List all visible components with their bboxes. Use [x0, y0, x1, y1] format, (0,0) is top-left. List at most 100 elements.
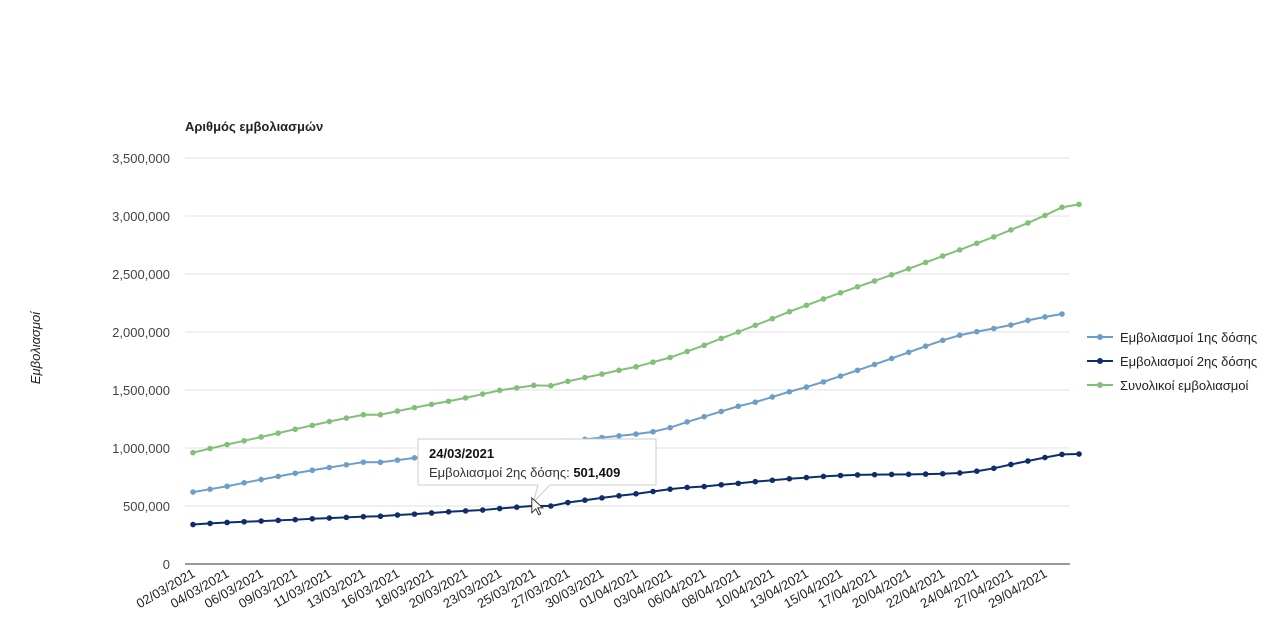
data-point[interactable] [326, 418, 333, 425]
data-point[interactable] [343, 462, 350, 468]
data-point[interactable] [701, 413, 707, 420]
data-point[interactable] [803, 302, 810, 309]
data-point[interactable] [479, 391, 486, 397]
data-point[interactable] [820, 473, 827, 480]
data-point[interactable] [803, 384, 810, 390]
data-point[interactable] [275, 473, 281, 480]
data-point[interactable] [633, 364, 639, 370]
data-point[interactable] [888, 471, 895, 478]
data-point[interactable] [411, 511, 418, 517]
data-point[interactable] [1025, 458, 1031, 464]
data-point[interactable] [803, 474, 810, 481]
data-point[interactable] [871, 471, 878, 478]
data-point[interactable] [582, 374, 588, 381]
data-point[interactable] [991, 465, 997, 472]
data-point[interactable] [786, 308, 793, 315]
data-point[interactable] [974, 468, 980, 475]
data-point[interactable] [991, 234, 997, 240]
data-point[interactable] [769, 315, 776, 322]
data-point[interactable] [292, 426, 299, 433]
data-point[interactable] [1042, 454, 1048, 461]
data-point[interactable] [479, 507, 486, 513]
data-point[interactable] [718, 335, 725, 342]
data-point[interactable] [565, 378, 571, 385]
data-point[interactable] [445, 509, 452, 515]
legend-item[interactable]: Συνολικοί εμβολιασμοί [1087, 378, 1248, 393]
data-point[interactable] [224, 519, 230, 526]
data-point[interactable] [190, 489, 196, 495]
data-point[interactable] [326, 464, 333, 471]
data-point[interactable] [888, 272, 895, 278]
data-point[interactable] [292, 516, 299, 523]
data-point[interactable] [769, 477, 776, 484]
data-point[interactable] [513, 504, 520, 510]
data-point[interactable] [684, 419, 690, 425]
data-point[interactable] [667, 424, 673, 431]
data-point[interactable] [837, 373, 844, 379]
data-point[interactable] [190, 449, 196, 456]
data-point[interactable] [922, 343, 929, 349]
data-point[interactable] [905, 265, 912, 272]
data-point[interactable] [411, 404, 418, 411]
data-point[interactable] [462, 395, 469, 401]
data-point[interactable] [360, 513, 367, 520]
data-point[interactable] [548, 503, 554, 509]
data-point[interactable] [905, 349, 912, 356]
data-point[interactable] [974, 328, 980, 335]
data-point[interactable] [1042, 314, 1048, 320]
data-point[interactable] [905, 471, 912, 478]
data-point[interactable] [224, 483, 230, 490]
data-point[interactable] [241, 518, 247, 525]
data-point[interactable] [939, 337, 946, 344]
data-point[interactable] [854, 367, 861, 374]
data-point[interactable] [701, 483, 707, 490]
data-point[interactable] [394, 512, 401, 518]
data-point[interactable] [752, 478, 759, 485]
data-point[interactable] [582, 497, 588, 504]
data-point[interactable] [667, 354, 673, 361]
data-point[interactable] [565, 499, 571, 506]
data-point[interactable] [411, 455, 418, 461]
data-point[interactable] [599, 371, 605, 377]
data-point[interactable] [616, 492, 622, 499]
data-point[interactable] [190, 521, 196, 528]
data-point[interactable] [939, 253, 946, 259]
data-point[interactable] [718, 408, 725, 415]
data-point[interactable] [241, 480, 247, 486]
legend-item[interactable]: Εμβολιασμοί 1ης δόσης [1087, 330, 1257, 345]
data-point[interactable] [735, 329, 742, 335]
data-point[interactable] [207, 445, 213, 452]
data-point[interactable] [275, 430, 281, 436]
data-point[interactable] [292, 470, 299, 477]
data-point[interactable] [735, 403, 742, 410]
data-point[interactable] [496, 505, 503, 512]
data-point[interactable] [752, 322, 759, 329]
data-point[interactable] [820, 296, 827, 302]
data-point[interactable] [207, 486, 213, 492]
data-point[interactable] [530, 382, 537, 389]
data-point[interactable] [786, 388, 793, 395]
data-point[interactable] [599, 495, 605, 501]
data-point[interactable] [360, 459, 367, 465]
data-point[interactable] [1059, 311, 1065, 317]
data-point[interactable] [991, 325, 997, 332]
data-point[interactable] [956, 332, 963, 339]
data-point[interactable] [888, 355, 895, 362]
data-point[interactable] [974, 240, 980, 247]
data-point[interactable] [1008, 461, 1014, 468]
data-point[interactable] [513, 385, 520, 391]
data-point[interactable] [718, 481, 725, 488]
data-point[interactable] [1042, 212, 1048, 219]
data-point[interactable] [871, 361, 878, 368]
data-point[interactable] [650, 359, 656, 365]
data-point[interactable] [735, 480, 742, 487]
data-point[interactable] [360, 411, 367, 418]
data-point[interactable] [1059, 451, 1065, 458]
data-point[interactable] [786, 475, 793, 482]
data-point[interactable] [939, 470, 946, 477]
data-point[interactable] [1059, 204, 1065, 211]
data-point[interactable] [854, 283, 861, 290]
data-point[interactable] [922, 471, 929, 477]
data-point[interactable] [616, 433, 622, 439]
data-point[interactable] [394, 457, 401, 463]
